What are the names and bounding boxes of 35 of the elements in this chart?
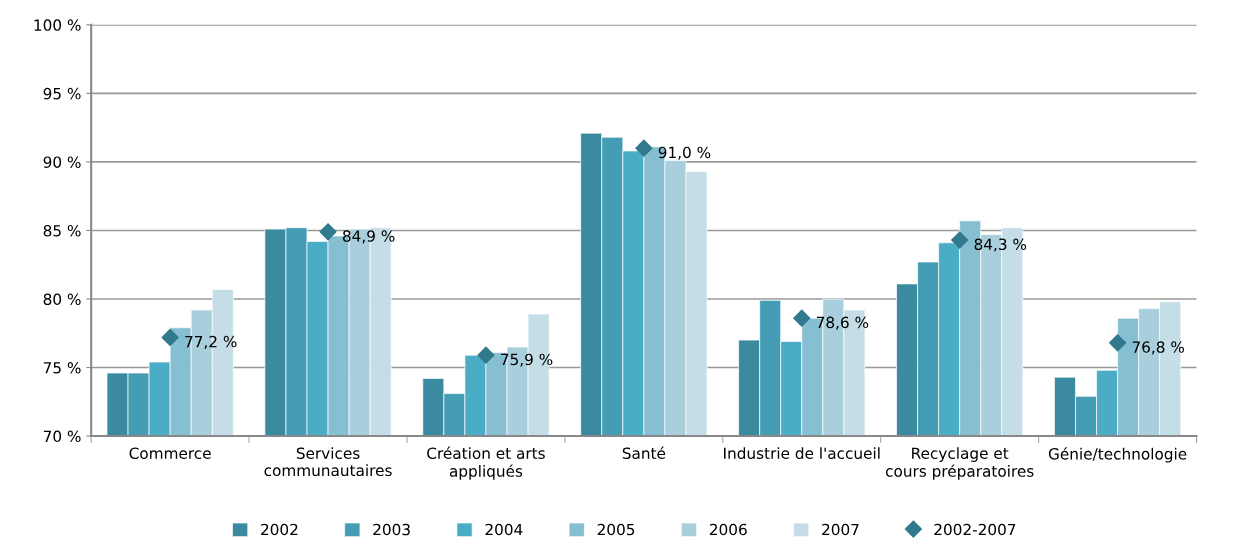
- legend-label: 2002: [261, 523, 298, 536]
- data-label: 77,2 %: [185, 335, 237, 349]
- y-tick-label: 75 %: [43, 362, 81, 374]
- point: [161, 328, 179, 346]
- point: [477, 346, 495, 364]
- y-tick-label: 95 %: [43, 87, 81, 100]
- point: [635, 139, 653, 157]
- y-tick-label: 100 %: [34, 19, 81, 31]
- point: [951, 231, 969, 249]
- point: [1109, 334, 1127, 352]
- x-tick-label: Recyclage et cours préparatoires: [885, 447, 1034, 480]
- data-label: 78,6 %: [816, 316, 869, 330]
- point: [793, 309, 811, 327]
- data-label: 84,3 %: [974, 238, 1027, 252]
- y-tick-label: 90 %: [43, 156, 81, 168]
- legend-label: 2003: [373, 523, 410, 536]
- legend-label: 2004: [485, 523, 523, 536]
- data-label: 84,9 %: [342, 230, 395, 244]
- legend-label: 2005: [597, 523, 635, 536]
- legend-label: 2007: [822, 523, 859, 536]
- x-tick-label: Services communautaires: [264, 447, 392, 477]
- y-tick-label: 70 %: [43, 430, 81, 443]
- x-tick-label: Commerce: [129, 447, 211, 460]
- x-tick-label: Création et arts appliqués: [427, 446, 545, 480]
- data-label: 75,9 %: [501, 353, 553, 367]
- y-tick-label: 80 %: [43, 293, 81, 306]
- x-tick-label: Génie/technologie: [1048, 447, 1187, 463]
- x-tick-label: Industrie de l'accueil: [724, 447, 880, 460]
- legend-label: 2002-2007: [934, 523, 1016, 536]
- x-tick-label: Santé: [622, 446, 666, 460]
- y-tick-label: 85 %: [43, 224, 81, 237]
- legend-label: 2006: [709, 523, 747, 536]
- data-label: 76,8 %: [1132, 341, 1185, 355]
- point: [319, 223, 337, 241]
- data-label: 91,0 %: [658, 146, 711, 160]
